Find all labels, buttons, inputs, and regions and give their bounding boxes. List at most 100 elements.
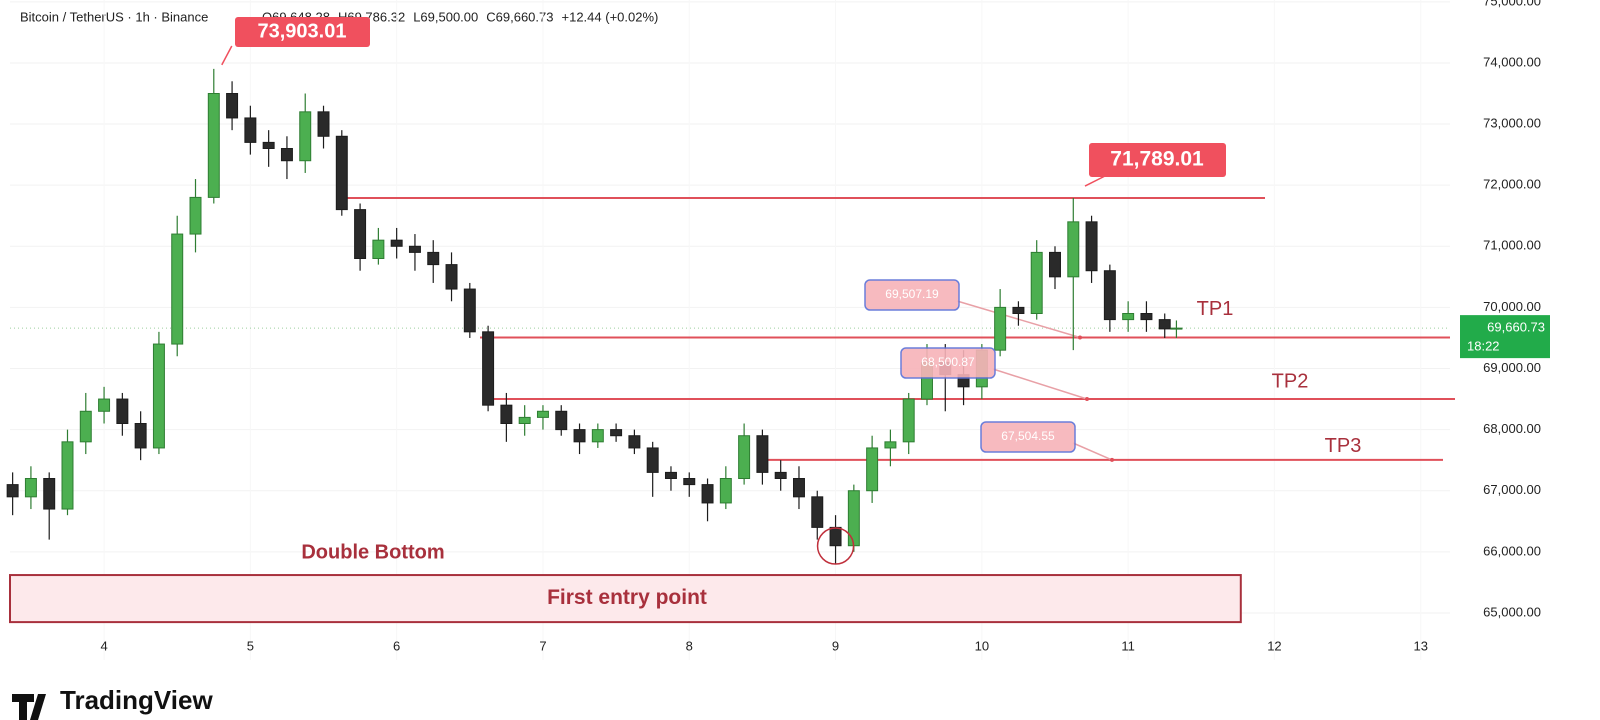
resistance-label: 71,789.01 (1110, 148, 1204, 171)
x-tick-label: 11 (1121, 638, 1135, 653)
candle-body (1012, 306, 1025, 314)
candle-body (98, 398, 111, 412)
branding: TradingView (60, 685, 213, 715)
candle-body (262, 141, 275, 149)
candle-body (994, 306, 1007, 351)
peak-box (235, 17, 370, 47)
candle-body (6, 484, 19, 498)
x-tick-label: 10 (975, 638, 989, 653)
candle-body (811, 496, 824, 528)
candle-body (1049, 251, 1061, 278)
candle-body (610, 429, 623, 437)
callout-box (864, 279, 960, 311)
x-tick-label: 5 (247, 638, 254, 653)
candle-body (1067, 221, 1080, 278)
candle-body (116, 398, 129, 424)
x-tick-label: 13 (1414, 638, 1428, 653)
tp-label: TP1 (1197, 298, 1234, 320)
candle-body (573, 429, 586, 443)
peak-label: 73,903.01 (258, 20, 347, 42)
y-tick-label: 72,000.00 (1483, 177, 1541, 192)
logo (12, 694, 46, 720)
symbol: Bitcoin / TetherUS · 1h · Binance (20, 9, 208, 24)
candle-body (226, 93, 239, 119)
candle-body (390, 239, 403, 247)
price-tag (1460, 315, 1550, 359)
y-tick-label: 68,000.00 (1483, 421, 1541, 436)
candle-body (61, 441, 74, 510)
candle-body (719, 478, 732, 504)
candle-body (244, 117, 257, 143)
callout-box (900, 347, 996, 379)
candle-body (134, 423, 147, 449)
resistance-box (1089, 143, 1226, 177)
x-tick-label: 9 (832, 638, 839, 653)
candle-body (79, 410, 92, 443)
candle-body (207, 93, 220, 198)
y-tick-label: 70,000.00 (1483, 299, 1541, 314)
price-tag-value: 69,660.73 (1487, 320, 1545, 335)
callout-dot (1085, 397, 1089, 402)
candle-body (664, 471, 677, 479)
candle-body (738, 435, 751, 480)
peak-pointer (221, 45, 233, 66)
x-tick-label: 6 (393, 638, 400, 653)
candle-body (500, 404, 513, 424)
candle-body (372, 239, 385, 260)
candle-body (555, 410, 568, 431)
y-tick-label: 67,000.00 (1483, 482, 1541, 497)
candle-body (317, 111, 330, 137)
zone-label: First entry point (547, 586, 707, 609)
callout-label: 68,500.87 (921, 355, 975, 369)
y-tick-label: 74,000.00 (1483, 54, 1541, 69)
candle-body (482, 331, 495, 406)
entry-zone (9, 574, 1242, 624)
candle-body (646, 447, 659, 473)
price-tag-countdown: 18:22 (1467, 339, 1500, 354)
y-tick-label: 73,000.00 (1483, 115, 1541, 130)
candle-body (463, 288, 476, 333)
x-tick-label: 8 (686, 638, 693, 653)
candle-body (24, 478, 37, 498)
candle-body (1103, 270, 1116, 321)
candle-body (683, 478, 696, 486)
candle-body (445, 264, 458, 290)
ohlc-value: +12.44 (+0.02%) (562, 9, 659, 24)
candle-body (774, 471, 787, 479)
callout-label: 67,504.55 (1001, 429, 1055, 443)
x-tick-label: 4 (100, 638, 107, 653)
candle-body (280, 148, 293, 162)
candle-body (591, 429, 604, 443)
candle-body (847, 490, 860, 547)
ohlc-value: L69,500.00 (413, 9, 478, 24)
candle-body (1030, 251, 1043, 314)
candle-body (792, 478, 805, 498)
double-bottom-marker (816, 527, 855, 565)
annotation: Double Bottom (301, 541, 444, 563)
candle-body (171, 233, 184, 345)
tp-label: TP2 (1272, 370, 1309, 392)
y-tick-label: 66,000.00 (1483, 543, 1541, 558)
candle-body (866, 447, 879, 492)
candle-body (427, 251, 440, 266)
callout-box (980, 421, 1076, 453)
candle-body (152, 343, 165, 449)
candle-body (408, 245, 421, 253)
resistance-pointer (1084, 175, 1106, 187)
callout-pointer (1072, 442, 1113, 461)
candle-body (354, 209, 367, 260)
candle-body (1085, 221, 1098, 272)
callout-dot (1110, 457, 1114, 462)
y-tick-label: 71,000.00 (1483, 238, 1541, 253)
candle-body (335, 135, 348, 211)
candle-body (701, 484, 714, 504)
candle-body (43, 478, 56, 510)
candle-body (628, 435, 641, 449)
candle-body (1140, 313, 1153, 321)
x-tick-label: 7 (539, 638, 546, 653)
x-tick-label: 12 (1267, 638, 1281, 653)
candle-body (902, 398, 915, 443)
callout-dot (1078, 335, 1082, 340)
y-tick-label: 65,000.00 (1483, 604, 1541, 619)
